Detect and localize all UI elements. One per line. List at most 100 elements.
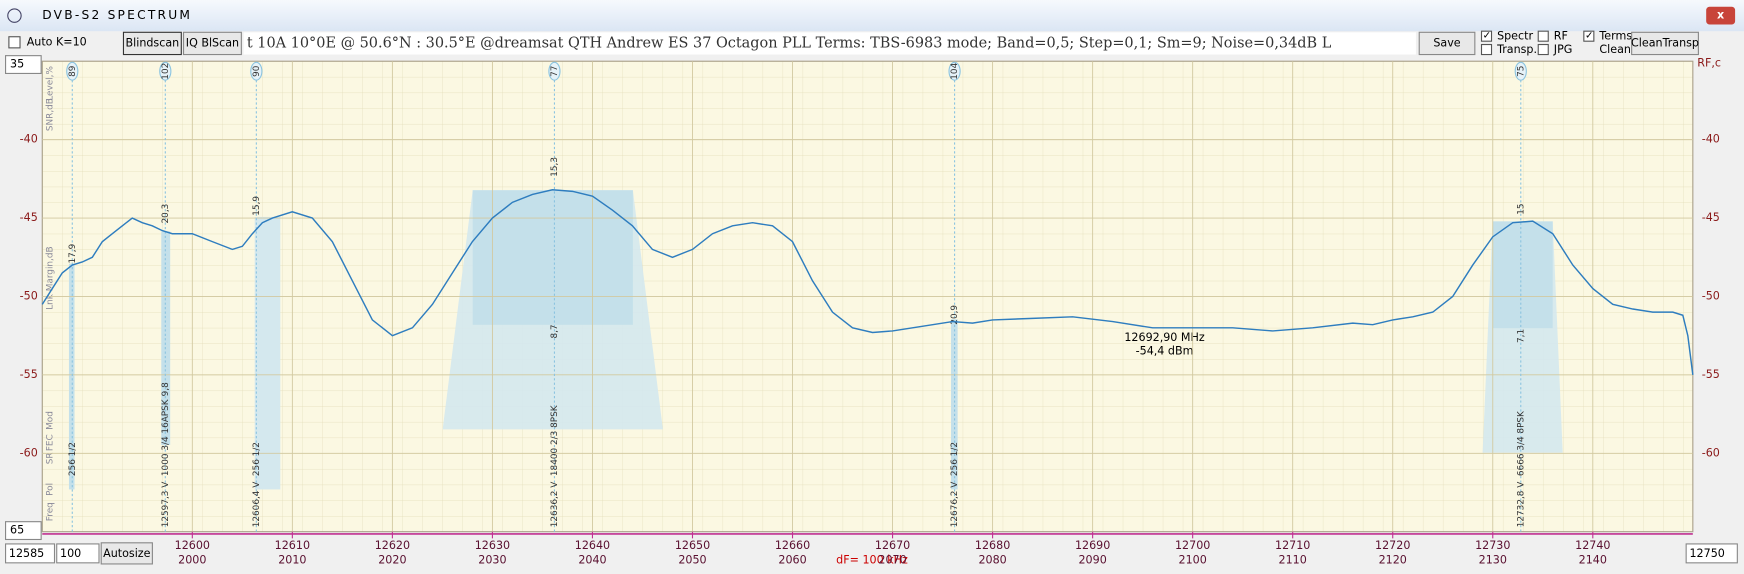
if-tick-label: 2030 xyxy=(478,554,506,567)
terms-checkbox[interactable] xyxy=(1583,30,1595,42)
transponder-info: 18400 2/3 8PSK xyxy=(550,405,560,476)
if-tick-label: 2010 xyxy=(278,554,306,567)
if-tick-label: 2110 xyxy=(1279,554,1307,567)
close-button[interactable] xyxy=(1706,6,1736,25)
side-label: SNR,dB xyxy=(46,98,56,131)
transponder-badge xyxy=(66,61,79,81)
clean-label: Clean xyxy=(1599,43,1631,56)
side-label: Lnk Margin,dB xyxy=(46,246,56,309)
info-panel xyxy=(243,32,1416,55)
transponder-level: 20,3 xyxy=(161,204,171,224)
transponder-badge xyxy=(948,61,961,81)
if-tick-label: 2050 xyxy=(678,554,706,567)
y-tick-label: -40 xyxy=(20,133,38,146)
right-axis-label: RF,c xyxy=(1697,56,1721,69)
side-label: Freq xyxy=(46,502,56,521)
fend-spinner[interactable] xyxy=(1685,543,1738,564)
if-tick-label: 2090 xyxy=(1078,554,1106,567)
band-core xyxy=(472,190,633,325)
transp-label: Transp. xyxy=(1496,43,1537,56)
x-tick-label: 12660 xyxy=(775,539,810,552)
transponder-margin: 7,1 xyxy=(1516,329,1526,343)
if-tick-label: 2140 xyxy=(1579,554,1607,567)
fend-value: 12750 xyxy=(1690,547,1725,560)
close-icon: x xyxy=(1717,9,1724,22)
side-label: Pol xyxy=(46,483,56,496)
transponder-id: 104 xyxy=(950,62,960,79)
auto-label: Auto K=10 xyxy=(27,35,87,48)
if-tick-label: 2040 xyxy=(578,554,606,567)
window-title: DVB-S2 SPECTRUM xyxy=(42,8,192,22)
clean-transp-button[interactable] xyxy=(1631,31,1699,56)
transponder-info: 256 1/2 xyxy=(68,442,78,476)
autosize-button[interactable] xyxy=(100,542,153,565)
step-spinner[interactable] xyxy=(56,543,100,564)
x-tick-label: 12630 xyxy=(475,539,510,552)
ymin-spinner[interactable] xyxy=(5,521,42,541)
if-tick-label: 2130 xyxy=(1479,554,1507,567)
x-tick-label: 12670 xyxy=(875,539,910,552)
jpg-checkbox[interactable] xyxy=(1537,43,1549,56)
y-tick-label-right: -55 xyxy=(1702,368,1720,381)
spectrum-line xyxy=(41,189,1694,375)
transponder-badge xyxy=(548,61,561,81)
save-label: Save xyxy=(1433,36,1460,49)
save-button[interactable] xyxy=(1418,31,1476,56)
x-tick-label: 12710 xyxy=(1275,539,1310,552)
transponder-freq: 12597,3 V xyxy=(161,482,171,528)
fstart-value: 12585 xyxy=(9,547,44,560)
y-tick-label-right: -60 xyxy=(1702,446,1720,459)
transponder-level: 20,9 xyxy=(950,305,960,325)
if-tick-label: 2020 xyxy=(378,554,406,567)
info-text: t 10A 10°0E @ 50.6°N : 30.5°E @dreamsat … xyxy=(247,35,1332,51)
transponder-info: 1000 3/4 16APSK xyxy=(161,399,171,476)
y-tick-label-right: -45 xyxy=(1702,211,1720,224)
band-core xyxy=(1492,221,1553,329)
y-tick-label: -50 xyxy=(20,289,38,302)
iqscan-button[interactable] xyxy=(182,31,242,56)
jpg-label: JPG xyxy=(1553,43,1573,56)
transponder-badge xyxy=(1514,61,1527,81)
x-tick-label: 12730 xyxy=(1475,539,1510,552)
transponder-badge xyxy=(159,61,172,81)
transponder-freq: 12606,4 V xyxy=(252,482,262,528)
spectr-checkbox[interactable] xyxy=(1480,30,1493,42)
transponder-info: 256 1/2 xyxy=(950,442,960,476)
transponder-id: 89 xyxy=(68,65,78,77)
if-tick-label: 2060 xyxy=(778,554,806,567)
ymin-value: 65 xyxy=(10,524,24,537)
transp-checkbox[interactable] xyxy=(1480,43,1493,56)
transponder-freq: 12636,2 V xyxy=(550,482,560,528)
x-axis-label: dF= 100 kHz xyxy=(836,554,908,567)
iqscan-label: IQ BlScan xyxy=(186,36,239,49)
y-tick-label-right: -50 xyxy=(1702,289,1720,302)
check-mark: ✓ xyxy=(1585,31,1593,42)
x-tick-label: 12620 xyxy=(375,539,410,552)
rf-label: RF xyxy=(1554,30,1568,43)
transponder-level: 15,3 xyxy=(550,157,560,177)
transponder-margin: 8,7 xyxy=(550,324,560,338)
band-core xyxy=(68,263,75,490)
terms-label: Terms xyxy=(1598,30,1632,43)
app-icon xyxy=(7,8,22,23)
rf-checkbox[interactable] xyxy=(1537,30,1549,42)
if-tick-label: 2070 xyxy=(878,554,906,567)
transponder-id: 75 xyxy=(1516,66,1526,77)
if-tick-label: 2000 xyxy=(178,554,206,567)
transponder-level: 15,9 xyxy=(252,196,262,216)
transponder-id: 102 xyxy=(161,63,171,80)
transponder-margin: 9,8 xyxy=(161,382,171,396)
autosize-label: Autosize xyxy=(103,547,150,560)
ymax-spinner[interactable] xyxy=(5,55,42,75)
fstart-spinner[interactable] xyxy=(5,543,56,564)
x-tick-label: 12600 xyxy=(175,539,210,552)
transponder-id: 90 xyxy=(252,65,262,77)
auto-checkbox[interactable] xyxy=(8,36,21,49)
if-tick-label: 2080 xyxy=(978,554,1006,567)
y-tick-label: -60 xyxy=(20,446,38,459)
x-tick-label: 12690 xyxy=(1075,539,1110,552)
blindscan-button[interactable] xyxy=(122,31,182,56)
x-tick-label: 12640 xyxy=(575,539,610,552)
clean-transp-label: CleanTransp xyxy=(1631,36,1699,49)
transponder-id: 77 xyxy=(550,66,560,77)
